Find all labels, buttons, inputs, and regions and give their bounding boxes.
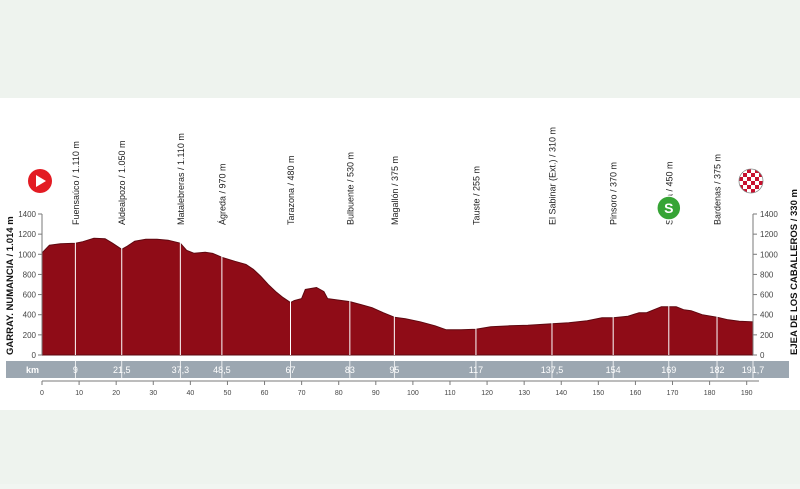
finish-flag-square bbox=[751, 181, 755, 185]
y-tick-label-right: 1200 bbox=[760, 230, 778, 239]
finish-flag-square bbox=[755, 177, 759, 181]
finish-flag-square bbox=[747, 185, 751, 189]
km-band-value: 117 bbox=[469, 365, 483, 375]
y-tick-label-left: 400 bbox=[23, 311, 37, 320]
x-tick-label: 160 bbox=[630, 390, 642, 397]
waypoint-label: Matalebreras / 1.110 m bbox=[176, 133, 186, 225]
finish-flag-square bbox=[743, 181, 747, 185]
waypoint-label: Tarazona / 480 m bbox=[286, 155, 296, 225]
finish-flag-square bbox=[739, 177, 743, 181]
waypoint-label: Magallón / 375 m bbox=[390, 156, 400, 225]
sprint-badge bbox=[656, 195, 682, 221]
x-tick-label: 80 bbox=[335, 390, 343, 397]
x-tick-label: 120 bbox=[481, 390, 493, 397]
waypoint-layer: Fuensaúco / 1.110 m Aldealpozo / 1.050 m M… bbox=[71, 127, 723, 355]
x-tick-label: 190 bbox=[741, 390, 753, 397]
waypoint-label: El Sabinar (Ext.) / 310 m bbox=[548, 127, 558, 225]
waypoint-label: Pinsoro / 370 m bbox=[609, 162, 619, 225]
y-axis: 0 0 200 200 400 400 600 600 800 800 1000 1000 1200 12… bbox=[18, 210, 778, 360]
km-band-value: 67 bbox=[285, 365, 295, 375]
x-axis: 0 10 20 30 40 50 60 70 80 90 100 110 120 130 140 150 160… bbox=[40, 380, 759, 397]
y-tick-label-left: 200 bbox=[23, 331, 37, 340]
km-band-value: 154 bbox=[606, 365, 621, 375]
x-tick-label: 130 bbox=[518, 390, 530, 397]
km-band-value: 95 bbox=[389, 365, 399, 375]
y-tick-label-right: 1000 bbox=[760, 250, 778, 259]
x-tick-label: 20 bbox=[112, 390, 120, 397]
finish-badge bbox=[738, 168, 764, 194]
x-tick-label: 60 bbox=[261, 390, 269, 397]
x-tick-label: 100 bbox=[407, 390, 419, 397]
sprint-letter: S bbox=[664, 200, 673, 216]
x-tick-label: 10 bbox=[75, 390, 83, 397]
top-backdrop bbox=[0, 0, 800, 98]
finish-flag-square bbox=[747, 169, 751, 173]
km-band-value: 169 bbox=[661, 365, 676, 375]
x-tick-label: 50 bbox=[224, 390, 232, 397]
km-band-value: 9 bbox=[73, 365, 78, 375]
km-band-value: 21,5 bbox=[113, 365, 131, 375]
km-band-value: 182 bbox=[710, 365, 725, 375]
y-tick-label-left: 1000 bbox=[18, 250, 36, 259]
finish-flag-square bbox=[751, 173, 755, 177]
play-icon bbox=[36, 175, 46, 187]
x-tick-label: 110 bbox=[444, 390, 455, 397]
waypoint-label: Bulbuente / 530 m bbox=[345, 152, 355, 225]
waypoint-label: Tauste / 255 m bbox=[471, 166, 481, 225]
waypoint-label: Aldealpozo / 1.050 m bbox=[117, 140, 127, 225]
y-tick-label-right: 1400 bbox=[760, 210, 778, 219]
finish-label: EJEA DE LOS CABALLEROS / 330 m bbox=[789, 189, 800, 355]
marker-layer: GARRAY. NUMANCIA / 1.014 m EJEA DE LOS CA… bbox=[5, 168, 800, 355]
finish-flag-square bbox=[755, 185, 759, 189]
y-tick-label-left: 1200 bbox=[18, 230, 36, 239]
start-label: GARRAY. NUMANCIA / 1.014 m bbox=[5, 216, 16, 355]
waypoint-label: Sádaba / 450 m bbox=[664, 161, 674, 225]
km-band-value: 83 bbox=[345, 365, 355, 375]
y-tick-label-left: 800 bbox=[23, 270, 37, 279]
y-tick-label-right: 600 bbox=[760, 291, 774, 300]
finish-flag-square bbox=[743, 173, 747, 177]
y-tick-label-left: 0 bbox=[32, 351, 37, 360]
finish-flag-square bbox=[751, 189, 755, 193]
km-band-bar bbox=[6, 361, 789, 378]
x-tick-label: 70 bbox=[298, 390, 306, 397]
km-band: km 9 21,5 37,3 48,5 67 83 95 117 137,5 154 169 182 19… bbox=[6, 361, 789, 378]
y-tick-label-right: 200 bbox=[760, 331, 774, 340]
x-tick-label: 150 bbox=[592, 390, 604, 397]
km-band-value: 48,5 bbox=[213, 365, 231, 375]
x-tick-label: 140 bbox=[555, 390, 567, 397]
x-tick-label: 30 bbox=[149, 390, 157, 397]
km-band-value: 37,3 bbox=[172, 365, 190, 375]
elevation-area bbox=[41, 237, 754, 356]
km-band-value: 191,7 bbox=[742, 365, 765, 375]
bottom-backdrop bbox=[0, 410, 800, 484]
km-band-value: 137,5 bbox=[541, 365, 564, 375]
x-tick-label: 0 bbox=[40, 390, 44, 397]
y-tick-label-left: 600 bbox=[23, 291, 37, 300]
y-tick-label-right: 400 bbox=[760, 311, 774, 320]
waypoint-label: Fuensaúco / 1.110 m bbox=[71, 141, 81, 225]
x-tick-label: 90 bbox=[372, 390, 380, 397]
finish-flag-square bbox=[759, 181, 763, 185]
x-tick-label: 40 bbox=[186, 390, 194, 397]
waypoint-label: Ágreda / 970 m bbox=[217, 163, 227, 225]
y-tick-label-left: 1400 bbox=[18, 210, 36, 219]
waypoint-label: Bardenas / 375 m bbox=[713, 154, 723, 225]
y-tick-label-right: 0 bbox=[760, 351, 765, 360]
y-tick-label-right: 800 bbox=[760, 270, 774, 279]
km-band-unit: km bbox=[26, 365, 39, 375]
x-tick-label: 180 bbox=[704, 390, 716, 397]
profile-area-layer bbox=[41, 237, 754, 356]
x-tick-label: 170 bbox=[667, 390, 679, 397]
finish-flag-square bbox=[747, 177, 751, 181]
